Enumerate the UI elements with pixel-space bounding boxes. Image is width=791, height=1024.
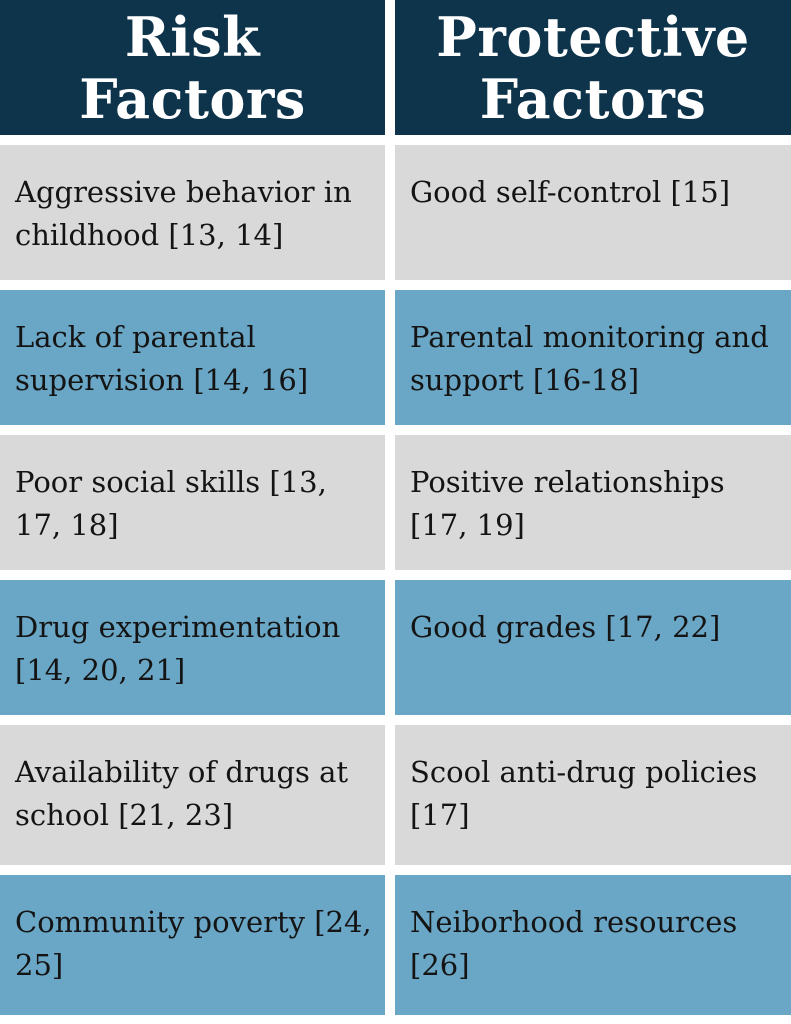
risk-text: Community poverty [15, 905, 315, 939]
risk-factors-header: Risk Factors [0, 0, 385, 135]
protective-cell: Good self-control [15] [395, 145, 791, 280]
risk-header-line1: Risk [124, 4, 261, 69]
risk-refs-link[interactable]: [14, 20, 21] [15, 653, 186, 687]
protective-factors-header: Protective Factors [395, 0, 791, 135]
risk-cell: Aggressive behavior in childhood [13, 14… [0, 145, 385, 280]
protective-text: Neiborhood resources [410, 905, 738, 939]
risk-text: Drug experimentation [15, 610, 341, 644]
risk-cell: Community poverty [24, 25] [0, 875, 385, 1015]
protective-cell: Parental monitoring and support [16-18] [395, 290, 791, 425]
protective-text: Good grades [410, 610, 606, 644]
protective-cell: Positive relationships [17, 19] [395, 435, 791, 570]
protective-text: Parental monitoring and support [410, 320, 769, 397]
protective-text: Positive relationships [410, 465, 725, 499]
risk-header-line2: Factors [79, 66, 306, 131]
risk-refs-link[interactable]: [24, 25] [15, 905, 372, 982]
protective-header-line2: Factors [479, 66, 707, 131]
risk-text: Poor social skills [15, 465, 270, 499]
protective-refs-link[interactable]: [15] [670, 175, 731, 209]
protective-refs-link[interactable]: [17, 22] [605, 610, 721, 644]
risk-cell: Availability of drugs at school [21, 23] [0, 725, 385, 865]
risk-refs-link[interactable]: [21, 23] [118, 798, 234, 832]
risk-text: Availability of drugs at school [15, 755, 349, 832]
protective-text: Scool anti-drug policies [410, 755, 758, 789]
risk-cell: Lack of parental supervision [14, 16] [0, 290, 385, 425]
protective-header-line1: Protective [436, 4, 750, 69]
protective-text: Good self-control [410, 175, 671, 209]
risk-cell: Poor social skills [13, 17, 18] [0, 435, 385, 570]
protective-cell: Neiborhood resources [26] [395, 875, 791, 1015]
protective-refs-link[interactable]: [26] [410, 948, 470, 982]
risk-cell: Drug experimentation [14, 20, 21] [0, 580, 385, 715]
protective-refs-link[interactable]: [17, 19] [410, 508, 525, 542]
protective-refs-link[interactable]: [16-18] [532, 363, 640, 397]
risk-refs-link[interactable]: [13, 14] [168, 218, 284, 252]
risk-text: Aggressive behavior in childhood [15, 175, 352, 252]
risk-refs-link[interactable]: [14, 16] [193, 363, 309, 397]
protective-refs-link[interactable]: [17] [410, 798, 470, 832]
risk-refs-link[interactable]: [13, 17, 18] [15, 465, 327, 542]
protective-cell: Good grades [17, 22] [395, 580, 791, 715]
protective-cell: Scool anti-drug policies [17] [395, 725, 791, 865]
risk-text: Lack of parental supervision [15, 320, 256, 397]
